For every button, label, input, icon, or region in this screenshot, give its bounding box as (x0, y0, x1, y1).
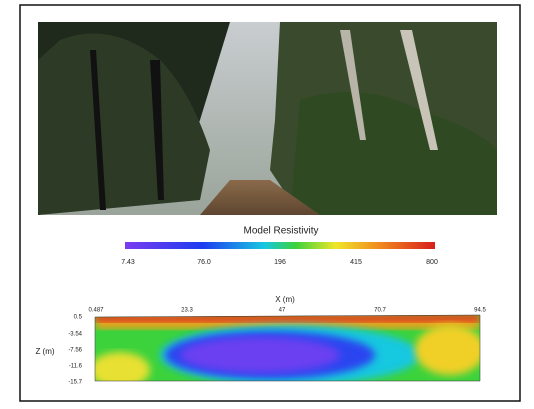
colorbar-label: 800 (426, 259, 438, 266)
colorbar-label: 415 (350, 259, 362, 266)
y-tick-label: -15.7 (68, 380, 82, 386)
photo (38, 22, 497, 215)
y-tick-label: -3.54 (68, 332, 82, 338)
colorbar-label: 76.0 (197, 259, 211, 266)
y-tick-label: -7.56 (68, 348, 82, 354)
x-tick-label: 47 (279, 308, 286, 314)
resistivity-section (90, 315, 485, 388)
x-axis-label: X (m) (275, 295, 295, 304)
y-tick-label: -11.6 (69, 364, 83, 370)
x-tick-label: 0.487 (88, 308, 104, 314)
colorbar-label: 196 (274, 259, 286, 266)
colorbar-label: 7.43 (121, 259, 135, 266)
y-axis-label: Z (m) (35, 347, 54, 356)
x-tick-label: 94.5 (474, 308, 486, 314)
colorbar-title: Model Resistivity (243, 226, 318, 237)
x-tick-label: 70.7 (374, 308, 386, 314)
colorbar (125, 242, 435, 249)
x-tick-label: 23.3 (181, 308, 193, 314)
figure: Model Resistivity 7.43 76.0 196 415 800 … (0, 0, 534, 409)
y-tick-label: 0.5 (74, 315, 83, 321)
